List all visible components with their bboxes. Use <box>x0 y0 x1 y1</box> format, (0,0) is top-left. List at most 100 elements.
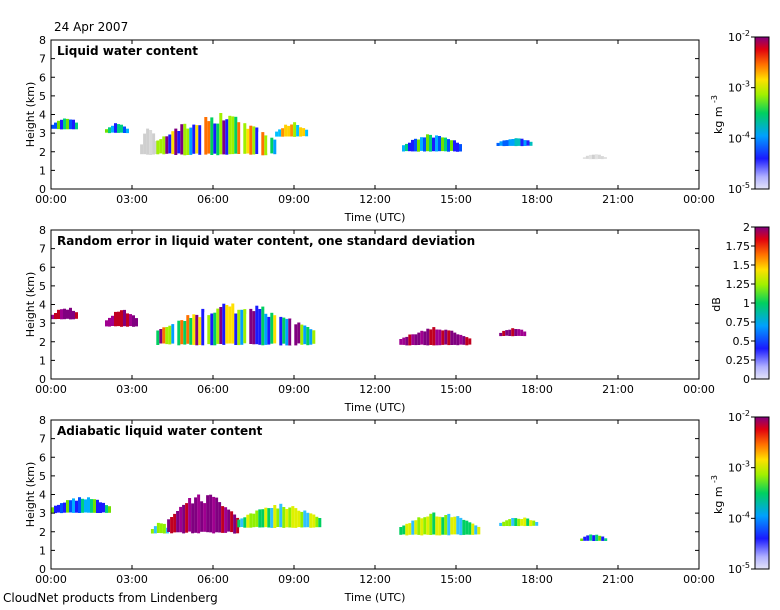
cloud-cell <box>496 142 500 146</box>
x-tick-label: 06:00 <box>197 383 229 396</box>
cloud-cell <box>471 523 475 535</box>
cloud-cell <box>288 318 292 346</box>
x-tick-label: 00:00 <box>683 383 715 396</box>
cloud-cell <box>426 516 430 535</box>
cloud-cell <box>435 516 439 536</box>
cloud-cell <box>252 311 256 345</box>
colorbar-tick-label: 1 <box>743 297 750 310</box>
plot-frame <box>50 39 700 190</box>
cloud-cell <box>417 517 421 535</box>
y-tick-label: 8 <box>39 34 46 47</box>
cloud-cell <box>595 534 599 541</box>
cloud-cell <box>508 329 512 336</box>
cloud-cell <box>192 124 196 154</box>
colorbar-tick-label: 10-5 <box>728 561 750 576</box>
cloud-cell <box>312 514 316 528</box>
cloud-cell <box>586 535 590 541</box>
cloud-cell <box>508 519 512 527</box>
cloud-cell <box>177 320 181 346</box>
cloud-cell <box>302 128 306 137</box>
cloud-cell <box>255 127 259 154</box>
x-tick-label: 03:00 <box>116 573 148 586</box>
cloud-cell <box>54 505 57 514</box>
cloud-cell <box>185 503 189 533</box>
cloud-cell <box>309 329 313 345</box>
cloud-cell <box>230 511 234 533</box>
cloud-cell <box>405 523 409 536</box>
cloud-cell <box>204 312 208 346</box>
colorbar-tick-label: 2 <box>743 221 750 234</box>
cloud-cell <box>465 520 469 535</box>
cloud-cell <box>258 131 262 155</box>
cloud-cell <box>198 317 202 345</box>
cloud-cell <box>291 506 295 528</box>
cloud-cell <box>423 137 426 152</box>
cloud-cell <box>126 313 129 327</box>
cloud-cell <box>499 141 503 146</box>
cloud-cell <box>165 327 169 345</box>
y-tick-label: 4 <box>39 109 46 122</box>
cloud-cell <box>210 117 214 155</box>
cloud-cell <box>237 122 241 154</box>
cloud-cell <box>114 311 117 327</box>
x-tick-label: 00:00 <box>683 573 715 586</box>
cloud-cell <box>520 138 524 147</box>
cloud-cell <box>209 494 213 533</box>
cloud-cell <box>315 516 319 528</box>
cloud-cell <box>261 132 265 156</box>
cloud-cell <box>204 117 208 155</box>
cloud-cell <box>453 516 457 535</box>
cloud-cell <box>149 130 153 155</box>
cloud-cell <box>246 313 250 345</box>
cloud-cell <box>514 138 518 147</box>
y-tick-label: 4 <box>39 489 46 502</box>
cloud-cell <box>423 517 427 535</box>
cloud-cell <box>198 125 202 155</box>
cloud-cell <box>408 142 411 152</box>
cloud-cell <box>305 129 309 137</box>
cloud-cell <box>432 137 435 152</box>
cloud-cell <box>297 322 301 344</box>
cloud-cell <box>108 317 111 327</box>
cloud-cell <box>523 331 527 337</box>
cloud-cell <box>225 305 229 344</box>
cloud-cell <box>444 515 448 535</box>
colorbar-tick-label: 10-3 <box>728 80 750 95</box>
x-tick-label: 00:00 <box>683 193 715 206</box>
x-tick-label: 00:00 <box>35 193 67 206</box>
cloud-cell <box>405 336 409 346</box>
cloud-cell <box>57 504 60 513</box>
cloud-cell <box>170 517 174 534</box>
cloud-cell <box>159 523 163 534</box>
cloud-cell <box>93 499 96 513</box>
cloud-cell <box>520 519 524 526</box>
colorbar-tick-label: 0 <box>743 373 750 386</box>
cloud-cell <box>299 127 303 137</box>
colorbar-tick-label: 10-2 <box>728 29 750 44</box>
cloud-cell <box>234 313 238 345</box>
cloud-cell <box>51 314 54 320</box>
cloud-cell <box>162 136 166 155</box>
cloud-cell <box>63 308 66 320</box>
y-tick-label: 5 <box>39 280 46 293</box>
y-tick-label: 6 <box>39 451 46 464</box>
cloud-cell <box>222 120 226 155</box>
cloud-cell <box>417 139 420 152</box>
x-tick-label: 06:00 <box>197 193 229 206</box>
cloud-cell <box>63 118 66 130</box>
cloud-cell <box>284 124 288 137</box>
colorbar-tick-label: 10-3 <box>728 460 750 475</box>
cloud-cell <box>411 520 415 535</box>
cloud-cell <box>450 140 453 151</box>
cloud-cell <box>420 518 424 536</box>
cloud-cell <box>270 312 274 344</box>
x-tick-label: 03:00 <box>116 383 148 396</box>
colorbar-tick-label: 0.5 <box>733 335 751 348</box>
colorbar-tick-label: 1.5 <box>733 259 751 272</box>
panel-title: Liquid water content <box>57 44 198 58</box>
cloud-cell <box>276 312 280 345</box>
x-axis-label: Time (UTC) <box>344 211 406 224</box>
y-tick-label: 7 <box>39 53 46 66</box>
cloud-cell <box>182 504 186 534</box>
